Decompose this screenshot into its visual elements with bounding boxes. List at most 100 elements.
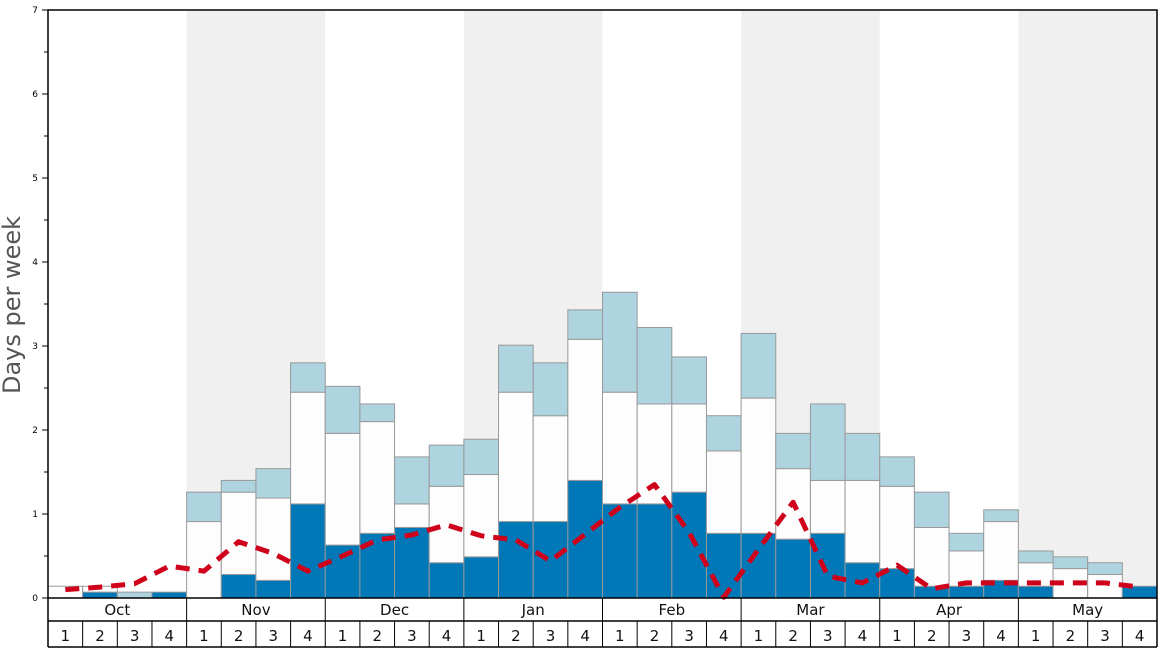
bar-bottom-segment (948, 585, 985, 599)
week-label: 4 (858, 627, 868, 645)
bar-bottom-segment (567, 479, 603, 599)
bar-middle-segment (220, 491, 257, 575)
bar-middle-segment (359, 421, 396, 534)
week-label: 4 (1135, 627, 1145, 645)
bar-middle-segment (255, 497, 292, 581)
week-label: 2 (1066, 627, 1076, 645)
bar-top-segment (844, 432, 881, 481)
week-label: 4 (580, 627, 590, 645)
bar-middle-segment (1087, 573, 1123, 599)
bar-top-segment (394, 456, 430, 505)
bar-top-segment (220, 479, 257, 493)
week-label: 3 (1100, 627, 1110, 645)
bar-middle-segment (532, 415, 569, 523)
bar-top-segment (740, 332, 777, 399)
bar-top-segment (186, 491, 222, 523)
bar-top-segment (1087, 562, 1123, 575)
bar-top-segment (255, 468, 292, 499)
bar-middle-segment (602, 391, 638, 505)
bar-middle-segment (463, 474, 500, 558)
month-band (1018, 10, 1157, 598)
bar-top-segment (324, 385, 361, 434)
bar-middle-segment (879, 485, 915, 570)
bar-bottom-segment (532, 521, 569, 599)
bar-middle-segment (428, 485, 465, 564)
month-bands (186, 10, 1157, 598)
x-axis: Oct Nov Dec Jan Feb Mar Apr May 1 2 3 4 1 2 3 4 1 2 3 4 1 2 3 4… (47, 9, 1158, 648)
bar-top-segment (775, 432, 811, 470)
bar-middle-segment (983, 521, 1019, 581)
bar-top-segment (948, 532, 985, 552)
month-label: Jan (521, 601, 545, 619)
y-tick-label: 1 (32, 510, 38, 520)
month-label: Nov (241, 601, 270, 619)
week-label: 4 (442, 627, 452, 645)
week-label: 2 (511, 627, 521, 645)
y-axis: 0 1 2 3 4 5 6 7 (32, 6, 48, 604)
week-label: 1 (754, 627, 764, 645)
week-label: 3 (823, 627, 833, 645)
bar-middle-segment (844, 479, 881, 564)
week-label: 3 (684, 627, 694, 645)
bar-middle-segment (740, 397, 777, 534)
bar-bottom-segment (602, 503, 638, 599)
week-label: 4 (719, 627, 729, 645)
week-label: 1 (476, 627, 486, 645)
bar-top-segment (1017, 550, 1054, 564)
month-label: Apr (936, 601, 963, 619)
bar-middle-segment (913, 526, 950, 587)
bar-middle-segment (671, 403, 707, 493)
bar-top-segment (671, 356, 707, 405)
bars-layer (47, 291, 1158, 599)
bar-middle-segment (636, 403, 673, 505)
bar-middle-segment (394, 503, 430, 528)
bar-top-segment (428, 444, 465, 487)
week-label: 4 (303, 627, 313, 645)
bar-bottom-segment (740, 532, 777, 599)
bar-top-segment (498, 344, 534, 393)
y-tick-label: 0 (32, 594, 38, 604)
month-label: Dec (380, 601, 409, 619)
week-label: 1 (615, 627, 625, 645)
y-tick-label: 4 (32, 258, 38, 268)
bar-top-segment (290, 362, 326, 393)
week-label: 2 (650, 627, 660, 645)
week-label: 3 (268, 627, 278, 645)
week-label: 2 (234, 627, 244, 645)
week-label: 2 (95, 627, 105, 645)
average-line-layer (65, 482, 1141, 600)
week-label: 1 (199, 627, 209, 645)
bar-top-segment (983, 509, 1019, 523)
month-label: Feb (659, 601, 686, 619)
bar-middle-segment (324, 432, 361, 546)
week-label: 1 (892, 627, 902, 645)
bar-top-segment (567, 309, 603, 340)
bar-bottom-segment (255, 579, 292, 599)
y-axis-label: Days per week (0, 216, 26, 394)
bar-bottom-segment (809, 532, 846, 599)
week-label: 4 (996, 627, 1006, 645)
bar-bottom-segment (1017, 585, 1054, 599)
month-label: May (1072, 601, 1103, 619)
average-line (65, 482, 1141, 600)
bar-bottom-segment (705, 532, 742, 599)
bar-top-segment (532, 362, 569, 417)
bar-bottom-segment (82, 591, 118, 599)
bar-bottom-segment (636, 503, 673, 599)
bar-middle-segment (498, 391, 534, 523)
y-tick-label: 5 (32, 174, 38, 184)
week-label: 3 (546, 627, 556, 645)
month-label: Mar (796, 601, 825, 619)
bar-top-segment (879, 456, 915, 487)
bar-top-segment (116, 591, 153, 599)
bar-top-segment (1052, 556, 1089, 570)
bar-top-segment (913, 491, 950, 528)
week-label: 3 (407, 627, 417, 645)
week-label: 1 (1031, 627, 1041, 645)
bar-top-segment (809, 403, 846, 481)
bar-bottom-segment (463, 556, 500, 599)
bar-bottom-segment (324, 544, 361, 599)
y-tick-label: 6 (32, 90, 38, 100)
bar-bottom-segment (775, 538, 811, 599)
week-label: 1 (61, 627, 71, 645)
